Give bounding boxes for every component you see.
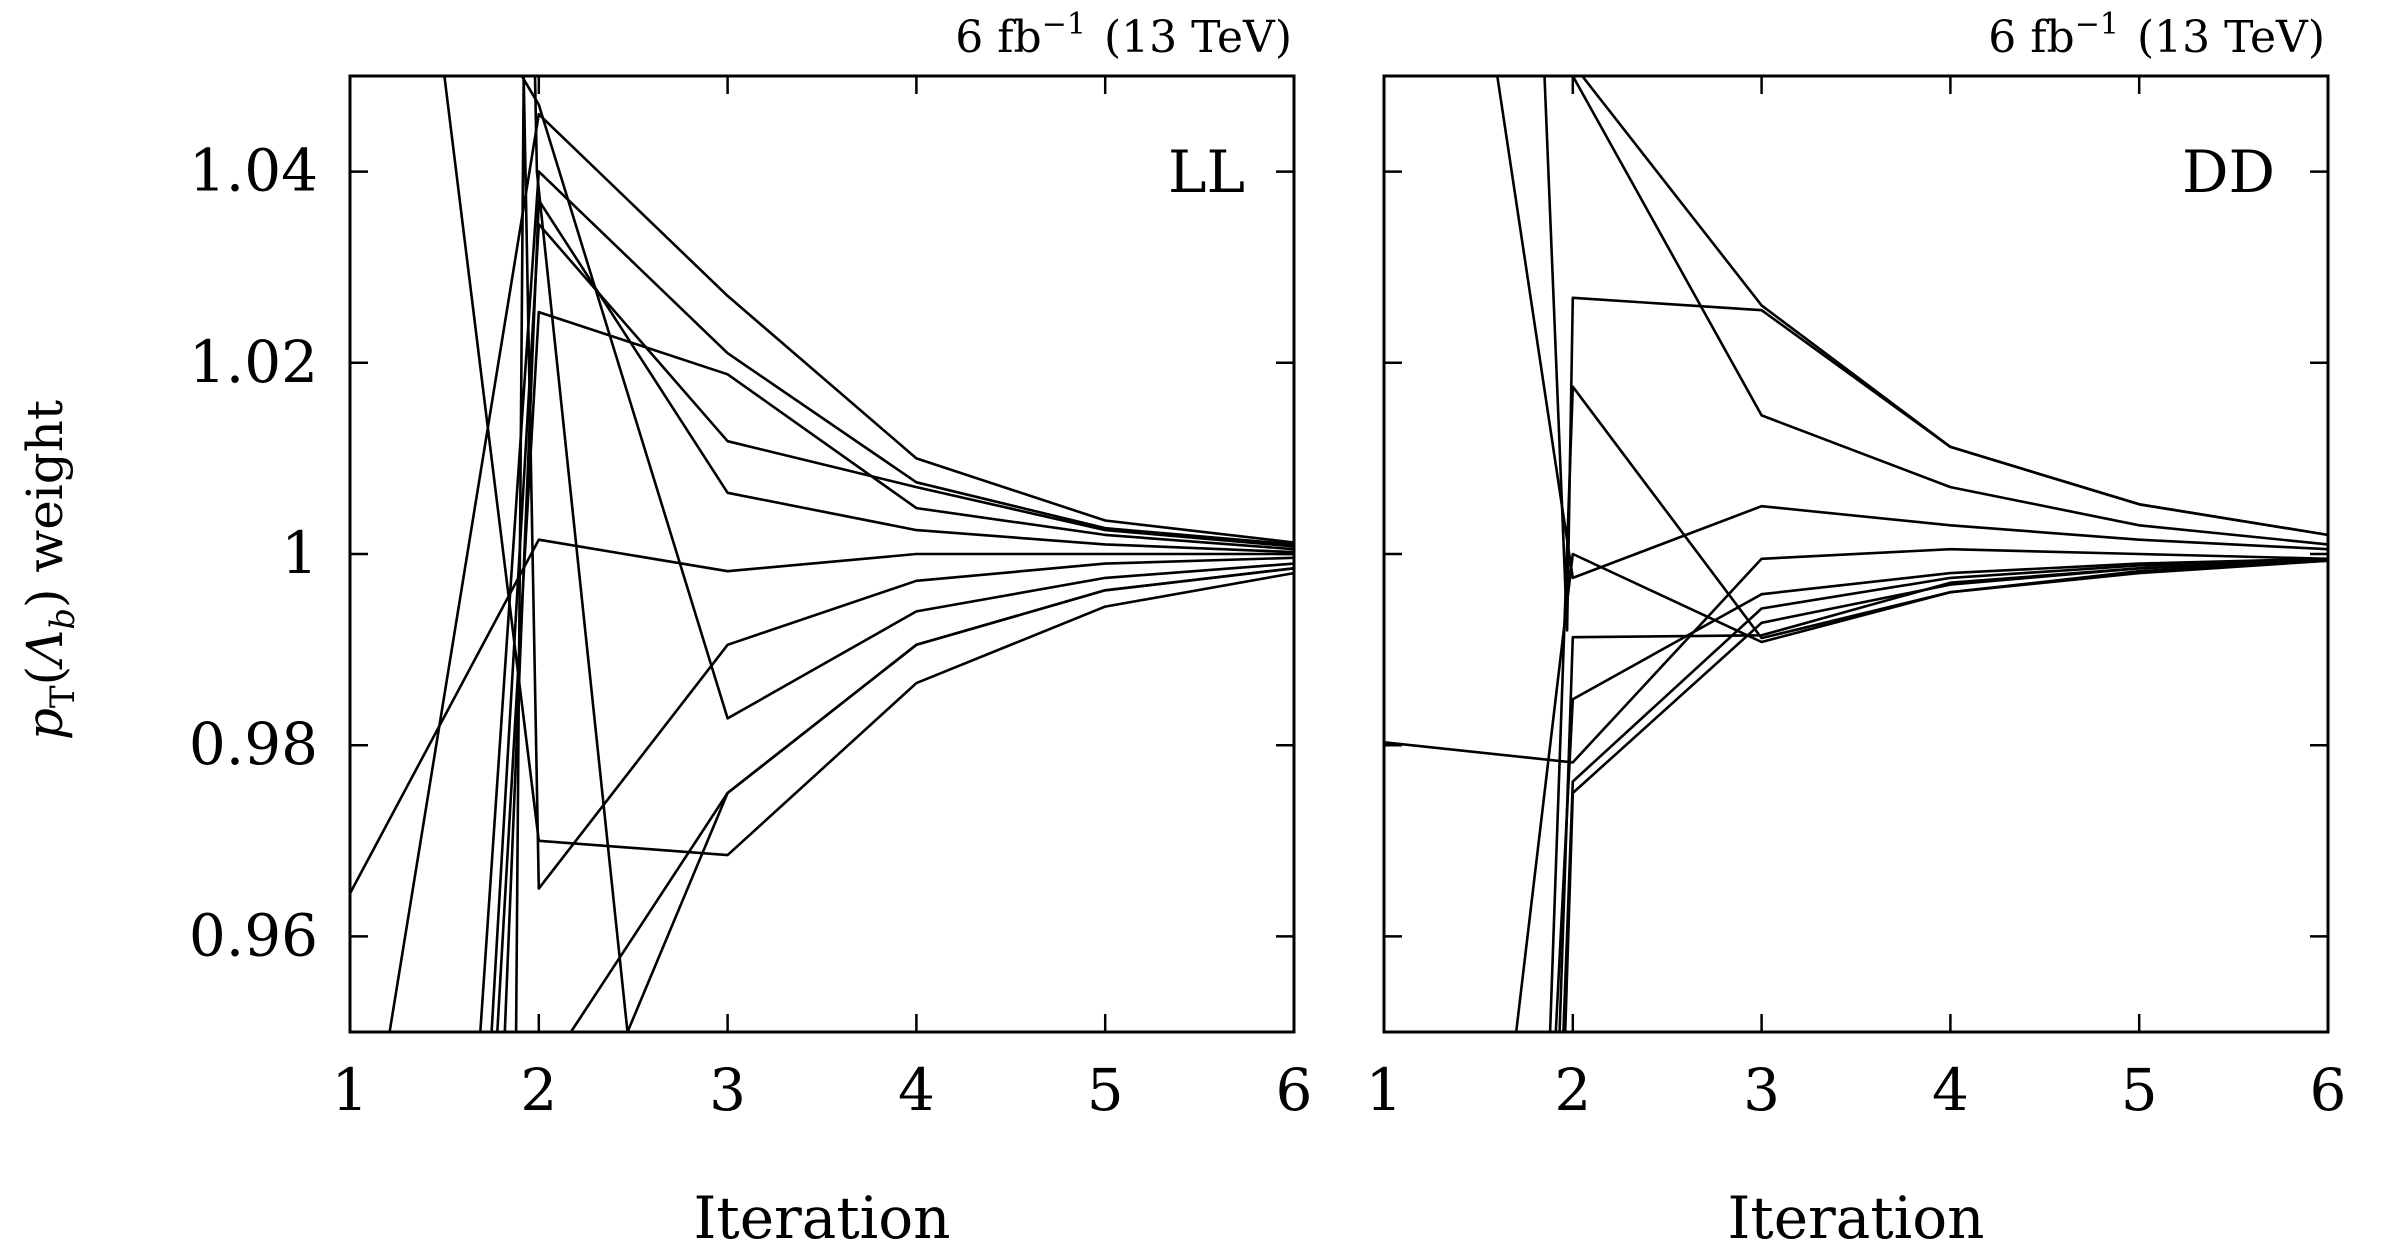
y-axis-label-open: ( bbox=[16, 666, 74, 686]
x-tick-label-6: 6 bbox=[1276, 1056, 1313, 1124]
series-line-3 bbox=[1514, 552, 2328, 1032]
panel-ll-series bbox=[350, 76, 1294, 1032]
series-line-6 bbox=[496, 310, 1294, 1032]
y-tick-label-2: 1 bbox=[281, 519, 318, 587]
y-axis-label-p: p bbox=[16, 708, 74, 740]
series-line-10 bbox=[1567, 76, 2328, 546]
x-tick-label-3: 3 bbox=[709, 1056, 746, 1124]
panel-ll-lumi-exp: −1 bbox=[1042, 7, 1086, 42]
series-line-1 bbox=[350, 538, 1294, 895]
y-axis-label-lambda: Λ bbox=[16, 630, 74, 670]
panel-dd-lumi-base: 6 fb bbox=[1988, 12, 2074, 63]
panel-dd: 6 fb−1 (13 TeV) 1 2 3 4 5 6 DD Iteration bbox=[1366, 7, 2347, 1252]
series-line-7 bbox=[503, 199, 1294, 1032]
panel-dd-lumi: 6 fb−1 (13 TeV) bbox=[1988, 7, 2325, 63]
series-line-5 bbox=[1548, 385, 2328, 1032]
x-tick-label-5: 5 bbox=[2121, 1056, 2158, 1124]
panel-ll-lumi-base: 6 fb bbox=[955, 12, 1041, 63]
panel-ll: 6 fb−1 (13 TeV) 1 2 3 4 5 6 0.96 0.98 1 1.02 1.04 L… bbox=[189, 7, 1313, 1252]
x-tick-label-4: 4 bbox=[1932, 1056, 1969, 1124]
panel-ll-x-axis-label: Iteration bbox=[694, 1184, 951, 1252]
x-tick-label-1: 1 bbox=[332, 1056, 369, 1124]
y-axis-label-rest: ) weight bbox=[16, 400, 74, 608]
y-axis-label: pT(Λb) weight bbox=[16, 400, 83, 740]
panel-ll-lumi: 6 fb−1 (13 TeV) bbox=[955, 7, 1292, 63]
y-tick-label-4: 1.04 bbox=[189, 137, 318, 205]
panel-ll-lumi-label: 6 fb−1 (13 TeV) bbox=[955, 7, 1292, 63]
x-tick-label-5: 5 bbox=[1087, 1056, 1124, 1124]
series-line-8 bbox=[1562, 557, 2328, 1032]
y-tick-label-1: 0.98 bbox=[189, 710, 318, 778]
series-line-5 bbox=[490, 222, 1294, 1032]
panel-ll-label: LL bbox=[1168, 138, 1245, 206]
series-line-1 bbox=[1384, 547, 2328, 764]
x-tick-label-2: 2 bbox=[520, 1056, 557, 1124]
panel-dd-series bbox=[1384, 76, 2328, 1032]
series-line-2 bbox=[1496, 76, 2328, 580]
series-line-11 bbox=[533, 76, 1294, 1032]
series-line-9 bbox=[1563, 559, 2328, 1032]
panel-dd-lumi-exp: −1 bbox=[2075, 7, 2119, 42]
x-tick-label-3: 3 bbox=[1743, 1056, 1780, 1124]
y-tick-label-3: 1.02 bbox=[189, 328, 318, 396]
y-tick-label-0: 0.96 bbox=[189, 901, 318, 969]
series-line-7 bbox=[1558, 557, 2328, 1032]
x-tick-label-2: 2 bbox=[1554, 1056, 1591, 1124]
x-tick-label-1: 1 bbox=[1366, 1056, 1403, 1124]
panel-ll-ticks bbox=[348, 76, 1296, 1032]
series-line-6 bbox=[1554, 557, 2328, 1032]
panel-dd-lumi-label: 6 fb−1 (13 TeV) bbox=[1988, 7, 2325, 63]
panel-dd-lumi-energy: (13 TeV) bbox=[2137, 12, 2325, 63]
panel-ll-lumi-energy: (13 TeV) bbox=[1104, 12, 1292, 63]
panel-ll-tick-labels: 1 2 3 4 5 6 0.96 0.98 1 1.02 1.04 bbox=[189, 137, 1313, 1124]
panel-dd-x-axis-label: Iteration bbox=[1728, 1184, 1985, 1252]
x-tick-label-4: 4 bbox=[898, 1056, 935, 1124]
panel-dd-tick-labels: 1 2 3 4 5 6 bbox=[1366, 1056, 2347, 1124]
series-line-8 bbox=[514, 76, 1294, 1032]
series-line-2 bbox=[443, 76, 1294, 857]
panel-dd-label: DD bbox=[2182, 138, 2275, 206]
panel-dd-ticks bbox=[1382, 76, 2330, 1032]
series-line-10 bbox=[569, 567, 1294, 1032]
y-axis-label-sub: T bbox=[43, 685, 83, 708]
series-line-11 bbox=[1581, 76, 2328, 537]
x-tick-label-6: 6 bbox=[2310, 1056, 2347, 1124]
y-axis-label-lambda-sub: b bbox=[43, 608, 83, 630]
series-line-3 bbox=[388, 112, 1294, 1032]
